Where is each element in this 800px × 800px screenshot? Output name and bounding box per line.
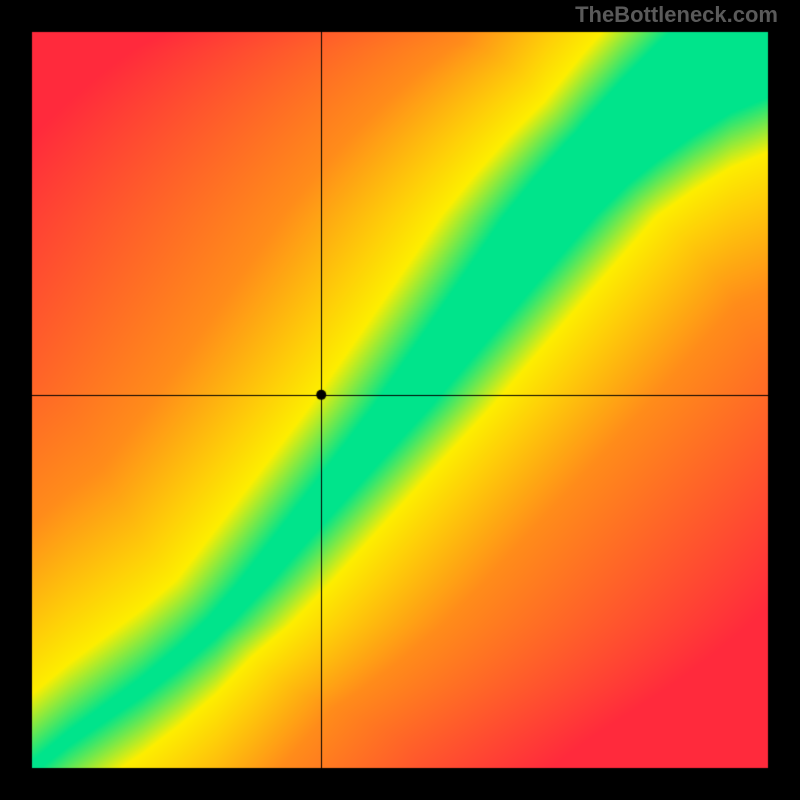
- watermark-text: TheBottleneck.com: [575, 2, 778, 28]
- heatmap-canvas: [0, 0, 800, 800]
- chart-container: TheBottleneck.com: [0, 0, 800, 800]
